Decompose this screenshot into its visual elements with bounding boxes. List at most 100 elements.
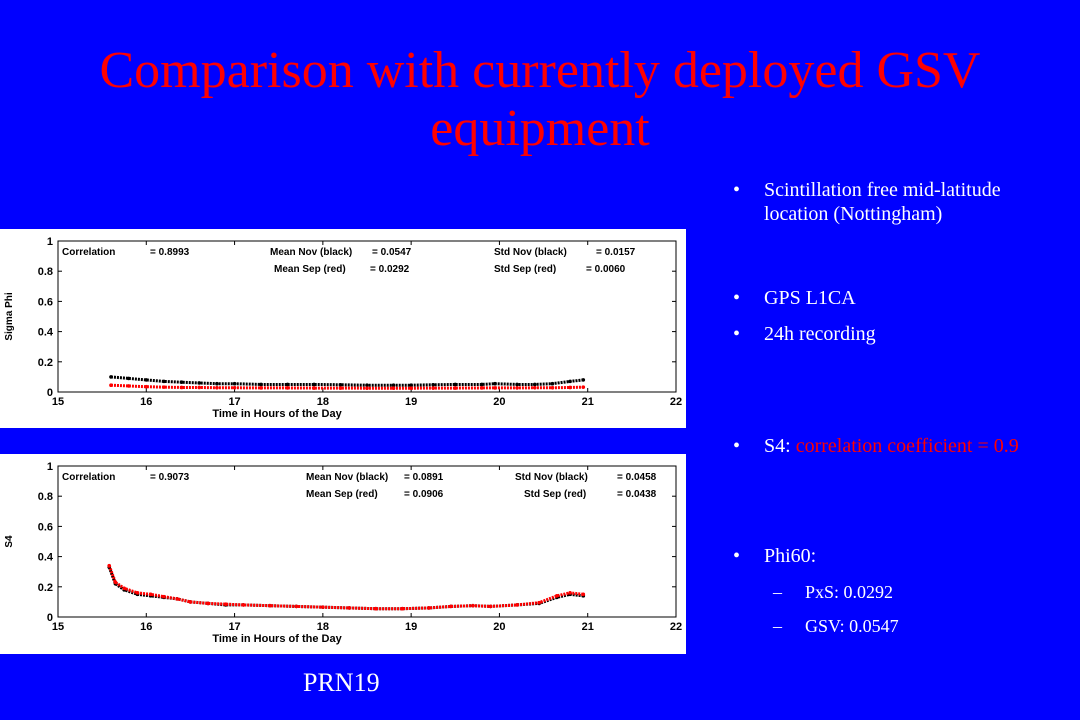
chart-1-series-1-line [110, 383, 584, 390]
chart-1-series-0-point [515, 382, 519, 387]
chart-2-x-tick-label: 19 [405, 621, 417, 633]
chart-1-y-tick-label: 0 [47, 387, 53, 399]
chart-1-series-0-point [365, 383, 369, 388]
slide-title: Comparison with currently deployed GSV e… [99, 42, 981, 157]
prn-caption: PRN19 [303, 668, 380, 697]
chart-1-y-tick-label: 0.8 [38, 266, 53, 278]
chart-1-series-0-point [479, 382, 484, 387]
bullet-text: 24h recording [764, 323, 876, 345]
chart-2-stat-label: Mean Sep (red) [306, 489, 378, 500]
bullet-dot-icon: • [733, 545, 741, 567]
chart-2-series-1-point [223, 602, 228, 606]
chart-1-series-0-point [431, 382, 436, 387]
chart-1-x-tick-label: 19 [405, 396, 417, 408]
chart-1-series-0-point [259, 382, 263, 387]
chart-1-series-0-point [391, 383, 396, 388]
chart-1-y-tick-label: 0.2 [38, 357, 53, 369]
chart-1-series-1-point [391, 386, 396, 391]
chart-2-stat-value: = 0.0458 [617, 472, 657, 483]
chart-2-series-1-point [122, 586, 127, 591]
chart-1-x-tick-label: 16 [140, 396, 152, 408]
chart-2-series-1-point [555, 594, 559, 598]
chart-1-series-1-point [126, 384, 131, 388]
chart-2-series-1-point [268, 603, 272, 608]
sub-bullet-text: GSV: 0.0547 [805, 616, 899, 636]
chart-1-series-0-point [550, 381, 555, 386]
chart-1-series-1-point [515, 386, 519, 390]
chart-1-y-tick-label: 0.6 [38, 296, 53, 308]
chart-2-x-tick-label: 22 [670, 621, 682, 633]
chart-1-series-0-point [179, 380, 184, 384]
chart-2-series-1-point [294, 604, 299, 609]
chart-2-series-1-point [206, 601, 210, 606]
s4-chart-svg: 15 16 17 18 19 20 21 22 0 0.2 0.4 0.6 0.8 1 Time in Ho… [4, 461, 682, 645]
chart-2-x-axis-label: Time in Hours of the Day [212, 633, 342, 645]
chart-1-series-1-point [453, 386, 458, 390]
bullet-item-phi60: • Phi60: [733, 544, 1033, 568]
chart-1-stat-value: = 0.0292 [370, 264, 410, 275]
chart-1-x-tick-label: 20 [493, 396, 505, 408]
chart-1-x-tick-label: 17 [228, 396, 240, 408]
chart-2-series-1-point [488, 604, 493, 609]
chart-2-stat-label: Std Nov (black) [515, 472, 588, 483]
chart-1-series-1-point [232, 385, 237, 390]
chart-2-y-tick-label: 0 [47, 612, 53, 624]
dash-icon: – [773, 582, 782, 602]
chart-2-series-1-point [449, 604, 453, 609]
chart-2-y-tick-label: 0.6 [38, 521, 53, 533]
chart-2-stat-value: = 0.0906 [404, 489, 444, 500]
sub-bullet-text: PxS: 0.0292 [805, 582, 894, 602]
bullet-dot-icon: • [733, 179, 741, 201]
chart-1-series-1-point [179, 385, 184, 390]
chart-1-x-tick-label: 22 [670, 396, 682, 408]
chart-2-stat-label: Std Sep (red) [524, 489, 586, 500]
bullet-dot-icon: • [733, 287, 741, 309]
chart-2-series-1-point [241, 603, 246, 607]
chart-1-series-0-point [215, 381, 219, 386]
chart-1-y-tick-label: 0.4 [38, 327, 54, 339]
chart-2-x-tick-label: 21 [582, 621, 594, 633]
chart-2-series-1-line [107, 565, 584, 611]
chart-1-series-1-point [215, 385, 219, 390]
chart-2-series-1-point [113, 580, 118, 585]
chart-1-stat-label: Std Nov (black) [494, 247, 567, 258]
chart-1-series-1-point [532, 385, 537, 390]
chart-2-series-1-point [148, 592, 153, 597]
bullet-text: S4: correlation coefficient = 0.9 [764, 434, 1033, 458]
chart-2-series-1-point [107, 563, 112, 568]
chart-2-stat-label: Mean Nov (black) [306, 472, 388, 483]
chart-2-stat-label: Correlation [62, 472, 115, 483]
chart-2-series-1-point [400, 606, 405, 611]
chart-2-series-1-point [374, 606, 378, 611]
chart-1-series-0-point [568, 379, 572, 384]
chart-1-series-0-point [493, 381, 497, 386]
bullet-dot-icon: • [733, 435, 741, 457]
chart-2-series-1-point [135, 591, 140, 595]
s4-prefix: S4: [764, 435, 796, 457]
chart-2-y-tick-label: 0.2 [38, 582, 53, 594]
chart-2-y-axis-label: S4 [4, 535, 15, 548]
chart-1-series-0-point [197, 381, 202, 385]
sigma-phi-chart-svg: 15 16 17 18 19 20 21 22 0 0.2 0.4 0.6 0.8 1 Time in Ho… [4, 236, 682, 420]
chart-1-series-0-point [338, 382, 343, 387]
chart-2-stat-value: = 0.0438 [617, 489, 657, 500]
s4-chart: 15 16 17 18 19 20 21 22 0 0.2 0.4 0.6 0.8 1 Time in Ho… [0, 454, 686, 654]
chart-1-stat-value: = 0.8993 [150, 247, 190, 258]
chart-1-series-1-point [197, 385, 202, 390]
chart-2-y-tick-label: 1 [47, 461, 53, 473]
chart-2-series-1-point [175, 597, 179, 601]
chart-1-series-1-point [581, 385, 586, 389]
chart-1-series-1-point [312, 386, 316, 390]
sub-bullet-gsv: – GSV: 0.0547 [773, 614, 899, 638]
chart-1-x-axis-label: Time in Hours of the Day [212, 408, 342, 420]
chart-2-y-tick-label: 0.8 [38, 491, 53, 503]
bullet-text: GPS L1CA [764, 287, 856, 309]
bullet-item-signal: • GPS L1CA [733, 286, 1033, 310]
chart-1-stat-label: Std Sep (red) [494, 264, 556, 275]
bullet-item-location: • Scintillation free mid-latitude locati… [733, 178, 1033, 226]
chart-1-series-1-point [259, 386, 263, 390]
chart-1-series-1-point [409, 386, 413, 391]
chart-1-x-tick-label: 21 [582, 396, 594, 408]
chart-1-x-tick-label: 15 [52, 396, 64, 408]
chart-1-stat-label: Mean Nov (black) [270, 247, 352, 258]
